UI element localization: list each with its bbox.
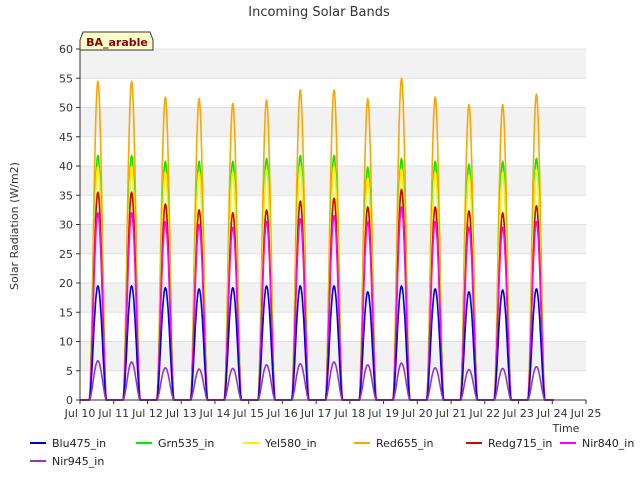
y-tick-label: 30 (59, 219, 73, 232)
legend: Blu475_in Grn535_in Yel580_in Red655_in Redg… (30, 437, 634, 468)
y-tick-label: 20 (59, 277, 73, 290)
x-tick-label: Jul 13 (165, 407, 197, 420)
y-tick-label: 55 (59, 72, 73, 85)
x-tick-label: Jul 21 (435, 407, 467, 420)
y-tick-label: 45 (59, 131, 73, 144)
site-tag-box (79, 31, 154, 51)
axes-frame (79, 49, 586, 401)
site-tag-label: BA_arable (86, 36, 148, 49)
x-tick-label: Jul 15 (232, 407, 264, 420)
legend-item: Grn535_in (136, 437, 214, 450)
grid-band (80, 370, 586, 400)
legend-item: Redg715_in (466, 437, 552, 450)
legend-label: Redg715_in (488, 437, 552, 450)
grid-band (80, 341, 586, 371)
x-tick-label: Jul 25 (570, 407, 602, 420)
legend-label: Red655_in (376, 437, 433, 450)
x-tick-label: Jul 19 (367, 407, 399, 420)
legend-item: Blu475_in (30, 437, 106, 450)
site-tag: BA_arable (79, 31, 154, 51)
x-tick-label: Jul 12 (131, 407, 163, 420)
y-tick-label: 40 (59, 160, 73, 173)
x-tick-label: Jul 18 (333, 407, 365, 420)
legend-label: Yel580_in (264, 437, 317, 450)
y-tick-label: 15 (59, 306, 73, 319)
y-tick-label: 0 (66, 394, 73, 407)
y-axis-ticks: 0 5 10 15 20 25 30 35 40 45 50 55 60 (59, 43, 80, 407)
x-axis-label: Time (552, 422, 580, 435)
x-tick-label: Jul 10 (64, 407, 96, 420)
x-tick-label: Jul 17 (300, 407, 332, 420)
x-tick-label: Jul 23 (502, 407, 534, 420)
grid-band (80, 312, 586, 342)
x-tick-label: Jul 14 (199, 407, 231, 420)
x-tick-label: Jul 20 (401, 407, 433, 420)
legend-item: Nir945_in (30, 455, 104, 468)
y-axis-label: Solar Radiation (W/m2) (8, 162, 21, 290)
y-tick-label: 5 (66, 365, 73, 378)
x-tick-label: Jul 11 (97, 407, 129, 420)
legend-item: Yel580_in (243, 437, 317, 450)
x-axis-ticks: Jul 10 Jul 11 Jul 12 Jul 13 Jul 14 Jul 15 Jul … (64, 400, 602, 420)
legend-label: Grn535_in (158, 437, 214, 450)
x-tick-label: Jul 24 (536, 407, 568, 420)
legend-item: Nir840_in (560, 437, 634, 450)
grid-band (80, 49, 586, 79)
legend-label: Nir945_in (52, 455, 104, 468)
y-tick-label: 35 (59, 189, 73, 202)
legend-label: Blu475_in (52, 437, 106, 450)
legend-label: Nir840_in (582, 437, 634, 450)
y-tick-label: 25 (59, 248, 73, 261)
chart-title: Incoming Solar Bands (248, 5, 390, 20)
grid-band (80, 253, 586, 283)
y-tick-label: 50 (59, 102, 73, 115)
y-tick-label: 60 (59, 43, 73, 56)
x-tick-label: Jul 22 (468, 407, 500, 420)
x-tick-label: Jul 16 (266, 407, 298, 420)
y-tick-label: 10 (59, 336, 73, 349)
legend-item: Red655_in (354, 437, 433, 450)
